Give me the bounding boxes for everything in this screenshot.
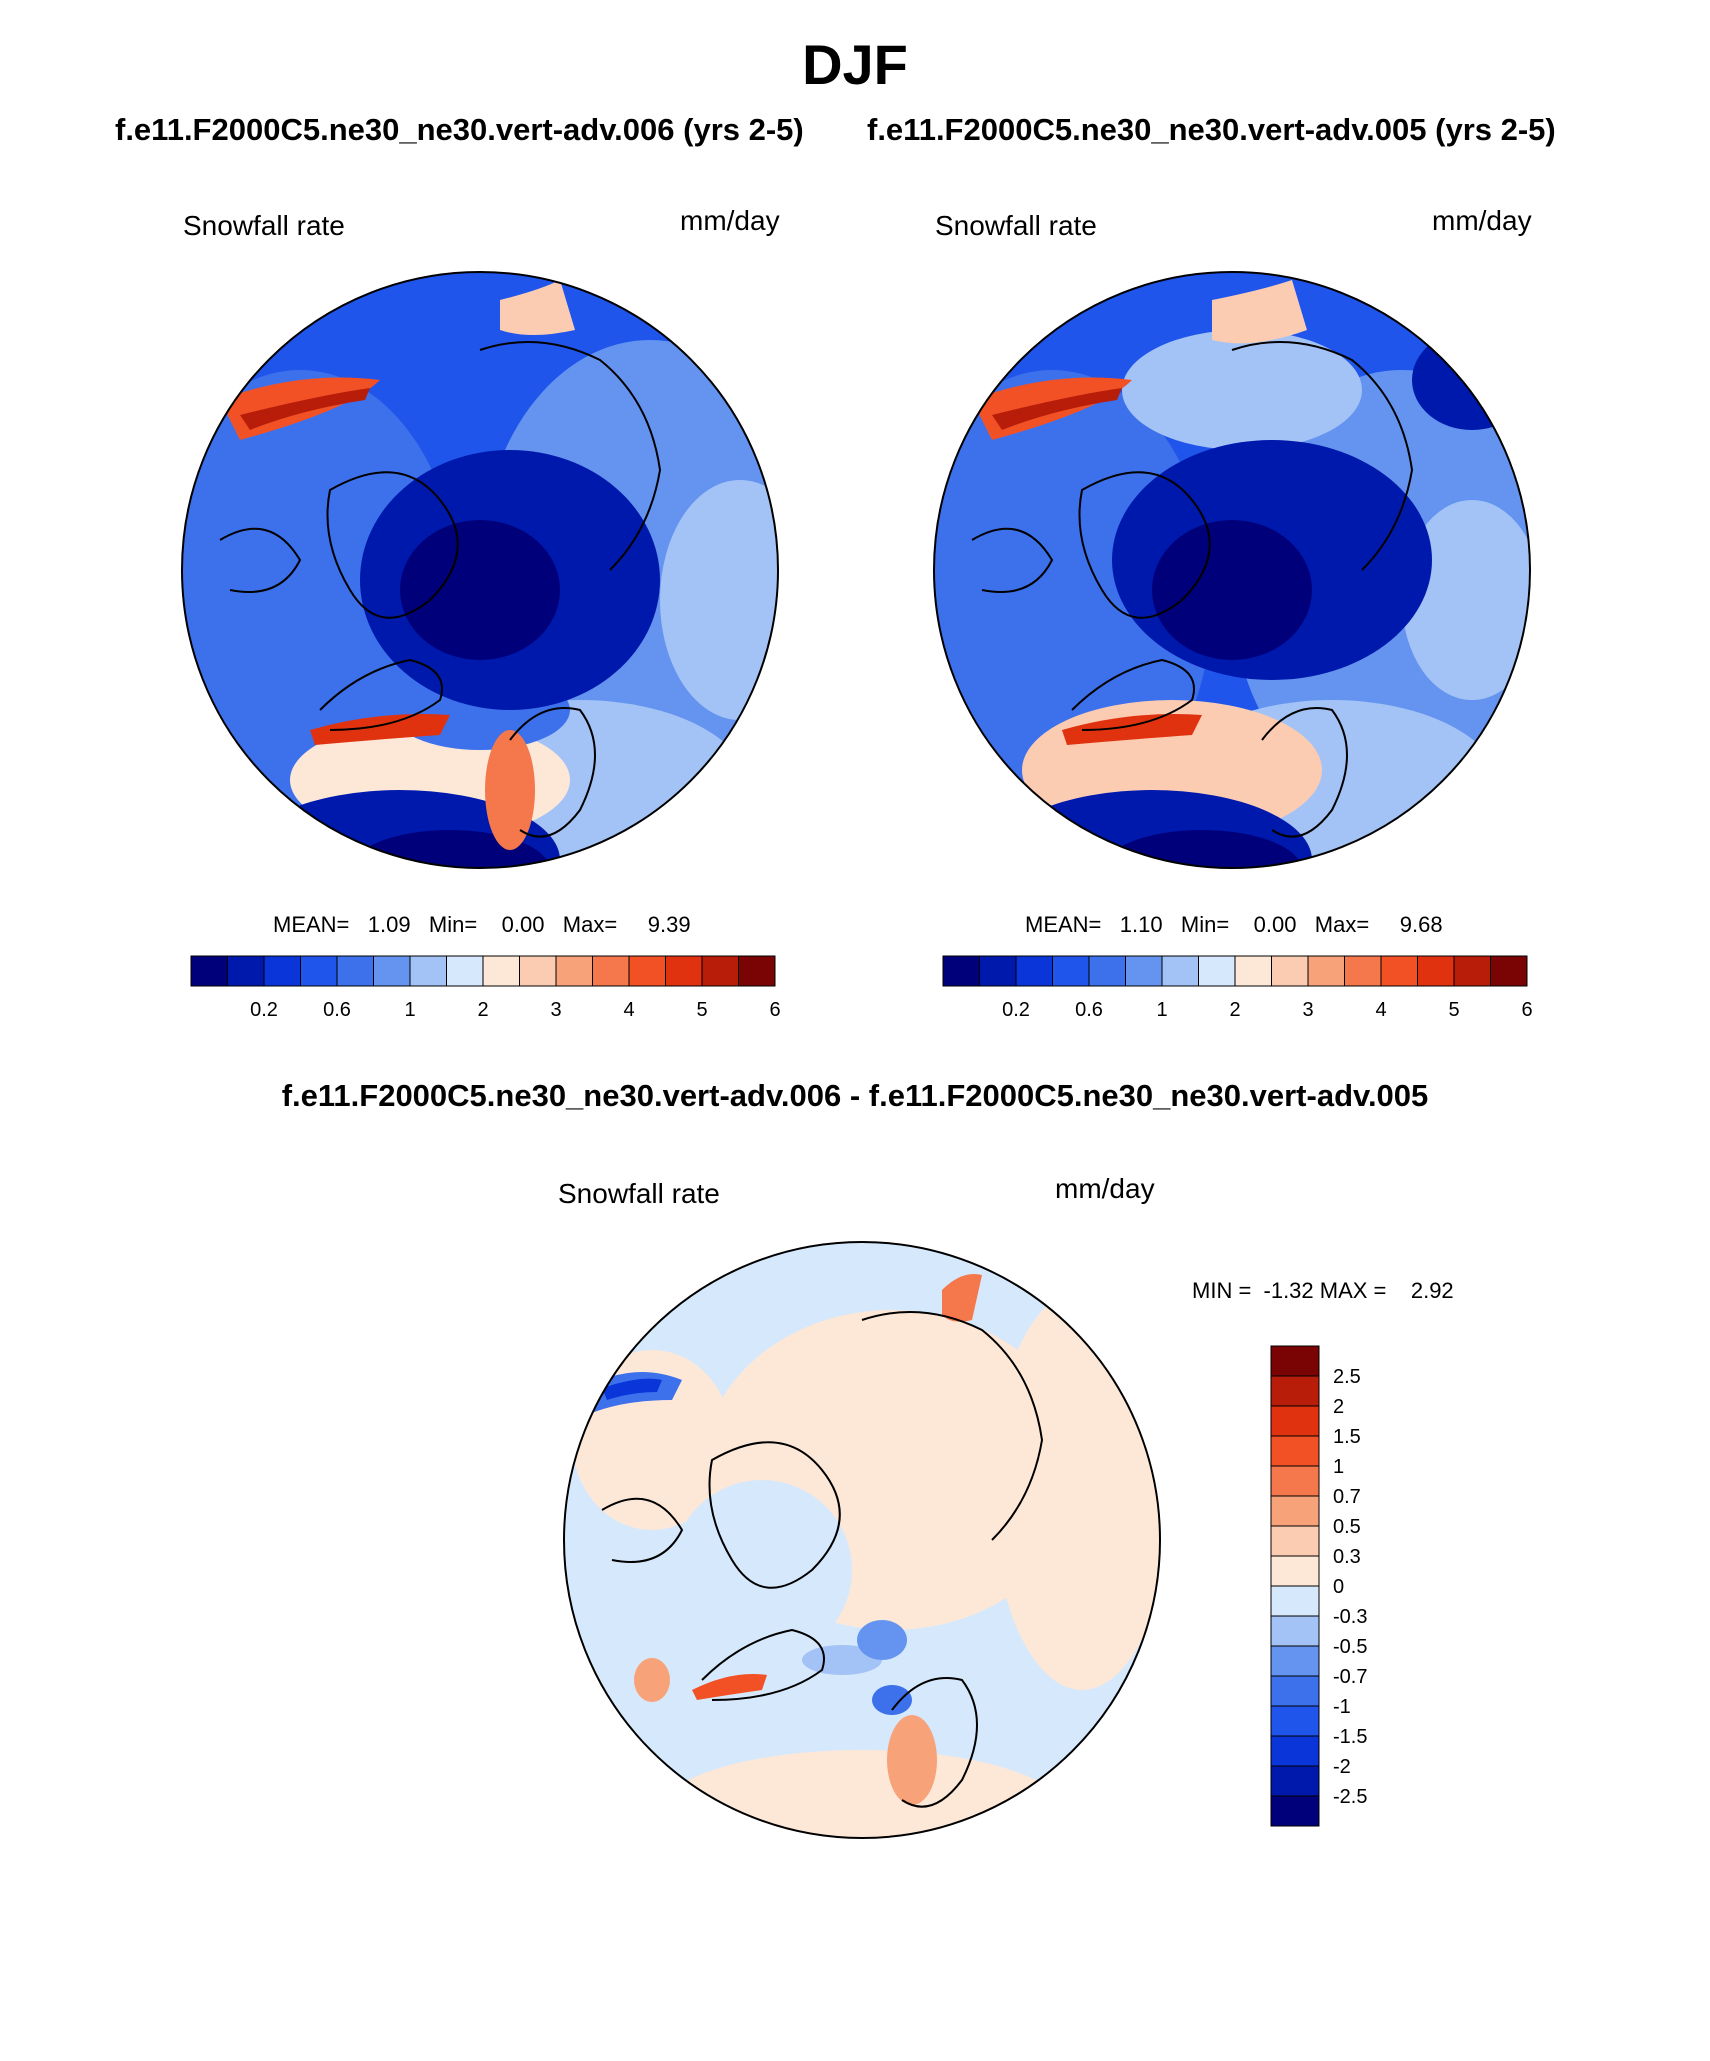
colorbar-swatch (701, 955, 739, 987)
colorbar-diff: 2.5 2 1.5 1 0.7 0.5 0.3 0 -0.3 -0.5 -0.7 -1 -1.5 -2 -2… (1270, 1345, 1367, 1827)
colorbar-swatch (1125, 955, 1163, 987)
colorbar-left: 0.2 0.6 1 2 3 4 5 6 (190, 955, 780, 1021)
diff-colorbar-swatch (1270, 1465, 1320, 1497)
diff-colorbar-swatch (1270, 1765, 1320, 1797)
colorbar-swatch (1417, 955, 1455, 987)
colorbar-right: 0.2 0.6 1 2 3 4 5 6 (942, 955, 1532, 1021)
colorbar-swatch (665, 955, 703, 987)
units-label-right: mm/day (1432, 205, 1532, 236)
stats-left: MEAN= 1.09 Min= 0.00 Max= 9.39 (273, 912, 691, 937)
colorbar-tick-label: 0.6 (1075, 999, 1103, 1021)
season-title: DJF (802, 33, 908, 96)
colorbar-swatch (979, 955, 1017, 987)
diff-colorbar-swatch (1270, 1495, 1320, 1527)
colorbar-swatch (1271, 955, 1309, 987)
variable-label-left: Snowfall rate (183, 210, 345, 241)
diff-colorbar-swatch (1270, 1375, 1320, 1407)
diff-colorbar-tick-label: 2.5 (1333, 1366, 1361, 1388)
diff-colorbar-swatch (1270, 1735, 1320, 1767)
colorbar-tick-label: 6 (769, 999, 780, 1021)
colorbar-tick-label: 1 (1156, 999, 1167, 1021)
case-title-left: f.e11.F2000C5.ne30_ne30.vert-adv.006 (yr… (115, 112, 804, 147)
diff-colorbar-tick-label: -0.3 (1333, 1606, 1367, 1628)
colorbar-swatch (409, 955, 447, 987)
colorbar-swatch (592, 955, 630, 987)
colorbar-swatch (1380, 955, 1418, 987)
diff-colorbar-swatch (1270, 1405, 1320, 1437)
stats-diff: MIN = -1.32 MAX = 2.92 (1192, 1278, 1454, 1303)
colorbar-swatch (628, 955, 666, 987)
diff-colorbar-swatch (1270, 1585, 1320, 1617)
colorbar-swatch (738, 955, 776, 987)
polar-map-right (933, 271, 1531, 869)
diff-colorbar-tick-label: 1.5 (1333, 1426, 1361, 1448)
diff-colorbar-tick-label: -1.5 (1333, 1726, 1367, 1748)
diff-colorbar-swatch (1270, 1615, 1320, 1647)
colorbar-swatch (227, 955, 265, 987)
diff-colorbar-tick-label: -0.7 (1333, 1666, 1367, 1688)
colorbar-swatch (446, 955, 484, 987)
colorbar-tick-label: 5 (696, 999, 707, 1021)
colorbar-swatch (942, 955, 980, 987)
diff-colorbar-tick-label: 0.5 (1333, 1516, 1361, 1538)
colorbar-swatch (1307, 955, 1345, 987)
diff-colorbar-tick-label: 0.7 (1333, 1486, 1361, 1508)
diff-colorbar-tick-label: 0.3 (1333, 1546, 1361, 1568)
colorbar-swatch (519, 955, 557, 987)
colorbar-swatch (1490, 955, 1528, 987)
variable-label-right: Snowfall rate (935, 210, 1097, 241)
colorbar-swatch (555, 955, 593, 987)
colorbar-swatch (1453, 955, 1491, 987)
colorbar-tick-label: 3 (550, 999, 561, 1021)
colorbar-tick-label: 4 (623, 999, 634, 1021)
diff-colorbar-tick-label: 0 (1333, 1576, 1344, 1598)
variable-label-diff: Snowfall rate (558, 1178, 720, 1209)
polar-map-left (181, 271, 779, 869)
units-label-diff: mm/day (1055, 1173, 1155, 1204)
diff-colorbar-swatch (1270, 1555, 1320, 1587)
diff-colorbar-tick-label: -2.5 (1333, 1786, 1367, 1808)
colorbar-swatch (1234, 955, 1272, 987)
diff-colorbar-swatch (1270, 1705, 1320, 1737)
diff-colorbar-swatch (1270, 1435, 1320, 1467)
colorbar-swatch (190, 955, 228, 987)
polar-map-diff (563, 1241, 1161, 1839)
diff-colorbar-tick-label: 2 (1333, 1396, 1344, 1418)
colorbar-tick-label: 3 (1302, 999, 1313, 1021)
diff-title: f.e11.F2000C5.ne30_ne30.vert-adv.006 - f… (281, 1078, 1429, 1113)
colorbar-tick-label: 5 (1448, 999, 1459, 1021)
case-title-right: f.e11.F2000C5.ne30_ne30.vert-adv.005 (yr… (867, 112, 1556, 147)
diff-colorbar-tick-label: -1 (1333, 1696, 1351, 1718)
colorbar-tick-label: 2 (477, 999, 488, 1021)
colorbar-tick-label: 6 (1521, 999, 1532, 1021)
diff-colorbar-swatch (1270, 1525, 1320, 1557)
colorbar-swatch (300, 955, 338, 987)
diff-colorbar-tick-label: 1 (1333, 1456, 1344, 1478)
colorbar-swatch (373, 955, 411, 987)
colorbar-swatch (1088, 955, 1126, 987)
diff-colorbar-swatch (1270, 1795, 1320, 1827)
diff-colorbar-swatch (1270, 1675, 1320, 1707)
colorbar-tick-label: 0.2 (1002, 999, 1030, 1021)
colorbar-swatch (1052, 955, 1090, 987)
colorbar-swatch (263, 955, 301, 987)
colorbar-swatch (1344, 955, 1382, 987)
colorbar-tick-label: 0.2 (250, 999, 278, 1021)
diff-colorbar-swatch (1270, 1645, 1320, 1677)
colorbar-tick-label: 0.6 (323, 999, 351, 1021)
colorbar-tick-label: 2 (1229, 999, 1240, 1021)
stats-right: MEAN= 1.10 Min= 0.00 Max= 9.68 (1025, 912, 1443, 937)
colorbar-swatch (1161, 955, 1199, 987)
diff-colorbar-tick-label: -0.5 (1333, 1636, 1367, 1658)
units-label-left: mm/day (680, 205, 780, 236)
colorbar-tick-label: 4 (1375, 999, 1386, 1021)
colorbar-swatch (482, 955, 520, 987)
diff-colorbar-tick-label: -2 (1333, 1756, 1351, 1778)
diff-colorbar-swatch (1270, 1345, 1320, 1377)
colorbar-swatch (336, 955, 374, 987)
colorbar-swatch (1015, 955, 1053, 987)
colorbar-swatch (1198, 955, 1236, 987)
colorbar-tick-label: 1 (404, 999, 415, 1021)
